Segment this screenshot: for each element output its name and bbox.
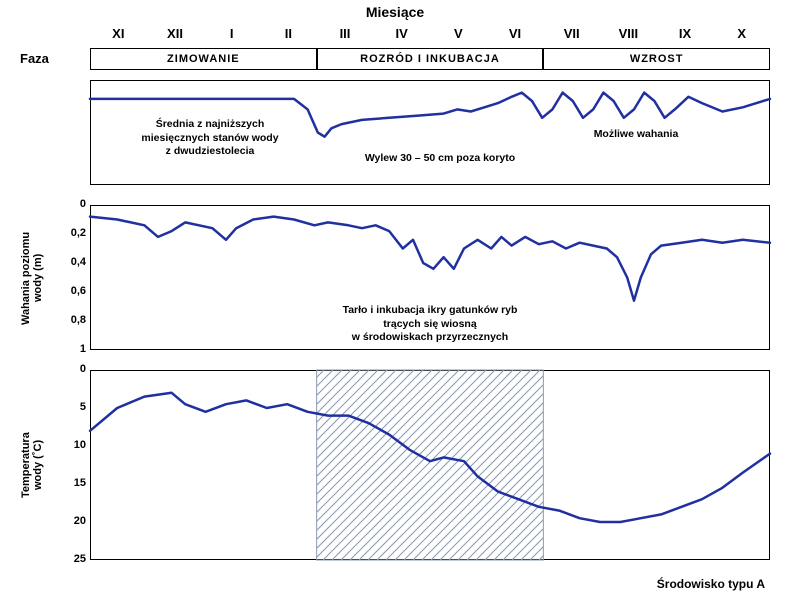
y-tick-label: 0 <box>56 363 86 375</box>
y-tick-label: 0,2 <box>56 227 86 239</box>
y-tick-label: 0,6 <box>56 285 86 297</box>
figure-root: Miesiące XIXIIIIIIIIIVVVIVIIVIIIIXX Faza… <box>0 0 790 609</box>
data-line <box>90 217 770 301</box>
y-tick-label: 0,8 <box>56 314 86 326</box>
y-tick-label: 0 <box>56 198 86 210</box>
y-tick-label: 25 <box>56 553 86 565</box>
chart-annotation: Tarło i inkubacja ikry gatunków rybtrący… <box>280 304 580 345</box>
y-tick-label: 1 <box>56 343 86 355</box>
data-line <box>90 393 770 522</box>
y-tick-label: 0,4 <box>56 256 86 268</box>
y-tick-label: 5 <box>56 401 86 413</box>
hatch-region-lines <box>0 370 790 560</box>
environment-type-label: Środowisko typu A <box>657 577 765 591</box>
chart-annotation: Możliwe wahania <box>486 128 786 142</box>
y-tick-label: 20 <box>56 515 86 527</box>
y-tick-label: 15 <box>56 477 86 489</box>
y-tick-label: 10 <box>56 439 86 451</box>
chart-annotation: Wylew 30 – 50 cm poza koryto <box>290 152 590 166</box>
